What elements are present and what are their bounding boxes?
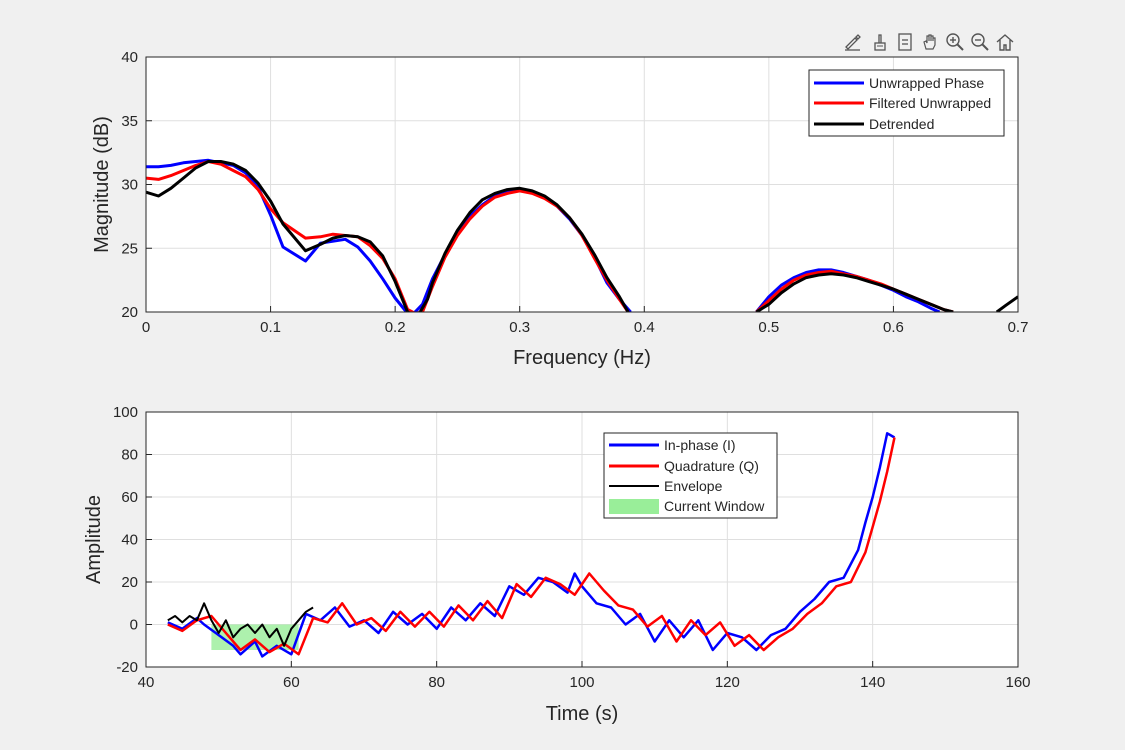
brush-data-icon[interactable] — [869, 31, 891, 53]
y-tick-label: 100 — [113, 404, 138, 421]
frequency-spectrum-axes[interactable]: 0 0.1 0.2 0.3 0.4 0.5 0.6 0.7 20 25 30 35 40 Frequen… — [91, 49, 1028, 369]
legend-label-in-phase: In-phase (I) — [664, 437, 736, 453]
data-tips-icon[interactable] — [894, 31, 916, 53]
x-tick-label: 0.7 — [1008, 319, 1029, 336]
zoom-out-icon[interactable] — [969, 31, 991, 53]
x-tick-label: 120 — [715, 674, 740, 691]
y-axis-label: Amplitude — [83, 495, 105, 584]
x-tick-label: 60 — [283, 674, 300, 691]
y-tick-label: 80 — [121, 447, 138, 464]
legend-label-quadrature: Quadrature (Q) — [664, 458, 759, 474]
y-axis-label: Magnitude (dB) — [91, 116, 113, 253]
x-tick-label: 0.4 — [634, 319, 655, 336]
x-tick-label: 40 — [138, 674, 155, 691]
legend-label-filtered-unwrapped: Filtered Unwrapped — [869, 95, 991, 111]
restore-view-home-icon[interactable] — [994, 31, 1016, 53]
legend-label-envelope: Envelope — [664, 478, 723, 494]
series-line-envelope — [167, 602, 314, 647]
tick-labels: 0 0.1 0.2 0.3 0.4 0.5 0.6 0.7 20 25 30 35 40 — [121, 49, 1028, 336]
series-line-detrended — [995, 295, 1018, 312]
legend[interactable]: Unwrapped Phase Filtered Unwrapped Detre… — [808, 69, 1005, 137]
legend-label-detrended: Detrended — [869, 116, 934, 132]
plot-lines — [146, 158, 1018, 312]
x-tick-label: 0 — [142, 319, 150, 336]
y-tick-label: -20 — [116, 659, 138, 676]
x-axis-label: Frequency (Hz) — [513, 347, 651, 369]
series-line-detrended — [146, 160, 630, 312]
y-tick-label: 25 — [121, 240, 138, 257]
legend-label-unwrapped-phase: Unwrapped Phase — [869, 75, 984, 91]
x-tick-label: 0.2 — [385, 319, 406, 336]
y-tick-label: 40 — [121, 532, 138, 549]
x-axis-label: Time (s) — [546, 703, 619, 725]
x-tick-label: 0.1 — [260, 319, 281, 336]
x-tick-label: 160 — [1005, 674, 1030, 691]
x-tick-label: 80 — [428, 674, 445, 691]
legend[interactable]: In-phase (I) Quadrature (Q) Envelope Cur… — [603, 432, 778, 519]
legend-swatch-current-window — [609, 499, 659, 514]
pan-hand-icon[interactable] — [919, 31, 941, 53]
legend-label-current-window: Current Window — [664, 498, 765, 514]
x-tick-label: 0.5 — [758, 319, 779, 336]
y-tick-label: 35 — [121, 113, 138, 130]
y-tick-label: 20 — [121, 574, 138, 591]
edit-plot-icon[interactable] — [842, 31, 864, 53]
axes-toolbar — [842, 31, 1022, 55]
y-tick-label: 0 — [130, 617, 138, 634]
time-domain-axes[interactable]: 40 60 80 100 120 140 160 -20 0 20 40 60 80 100 Time (… — [83, 404, 1031, 725]
y-tick-label: 30 — [121, 177, 138, 194]
y-tick-label: 40 — [121, 49, 138, 66]
tick-labels: 40 60 80 100 120 140 160 -20 0 20 40 60 80 100 — [113, 404, 1031, 691]
y-tick-label: 60 — [121, 489, 138, 506]
x-tick-label: 100 — [569, 674, 594, 691]
zoom-in-icon[interactable] — [944, 31, 966, 53]
series-line-detrended — [755, 272, 954, 312]
plot-lines — [167, 432, 896, 658]
series-line-quadrature-q — [167, 437, 896, 656]
y-tick-label: 20 — [121, 304, 138, 321]
x-tick-label: 140 — [860, 674, 885, 691]
x-tick-label: 0.6 — [883, 319, 904, 336]
x-tick-label: 0.3 — [509, 319, 530, 336]
